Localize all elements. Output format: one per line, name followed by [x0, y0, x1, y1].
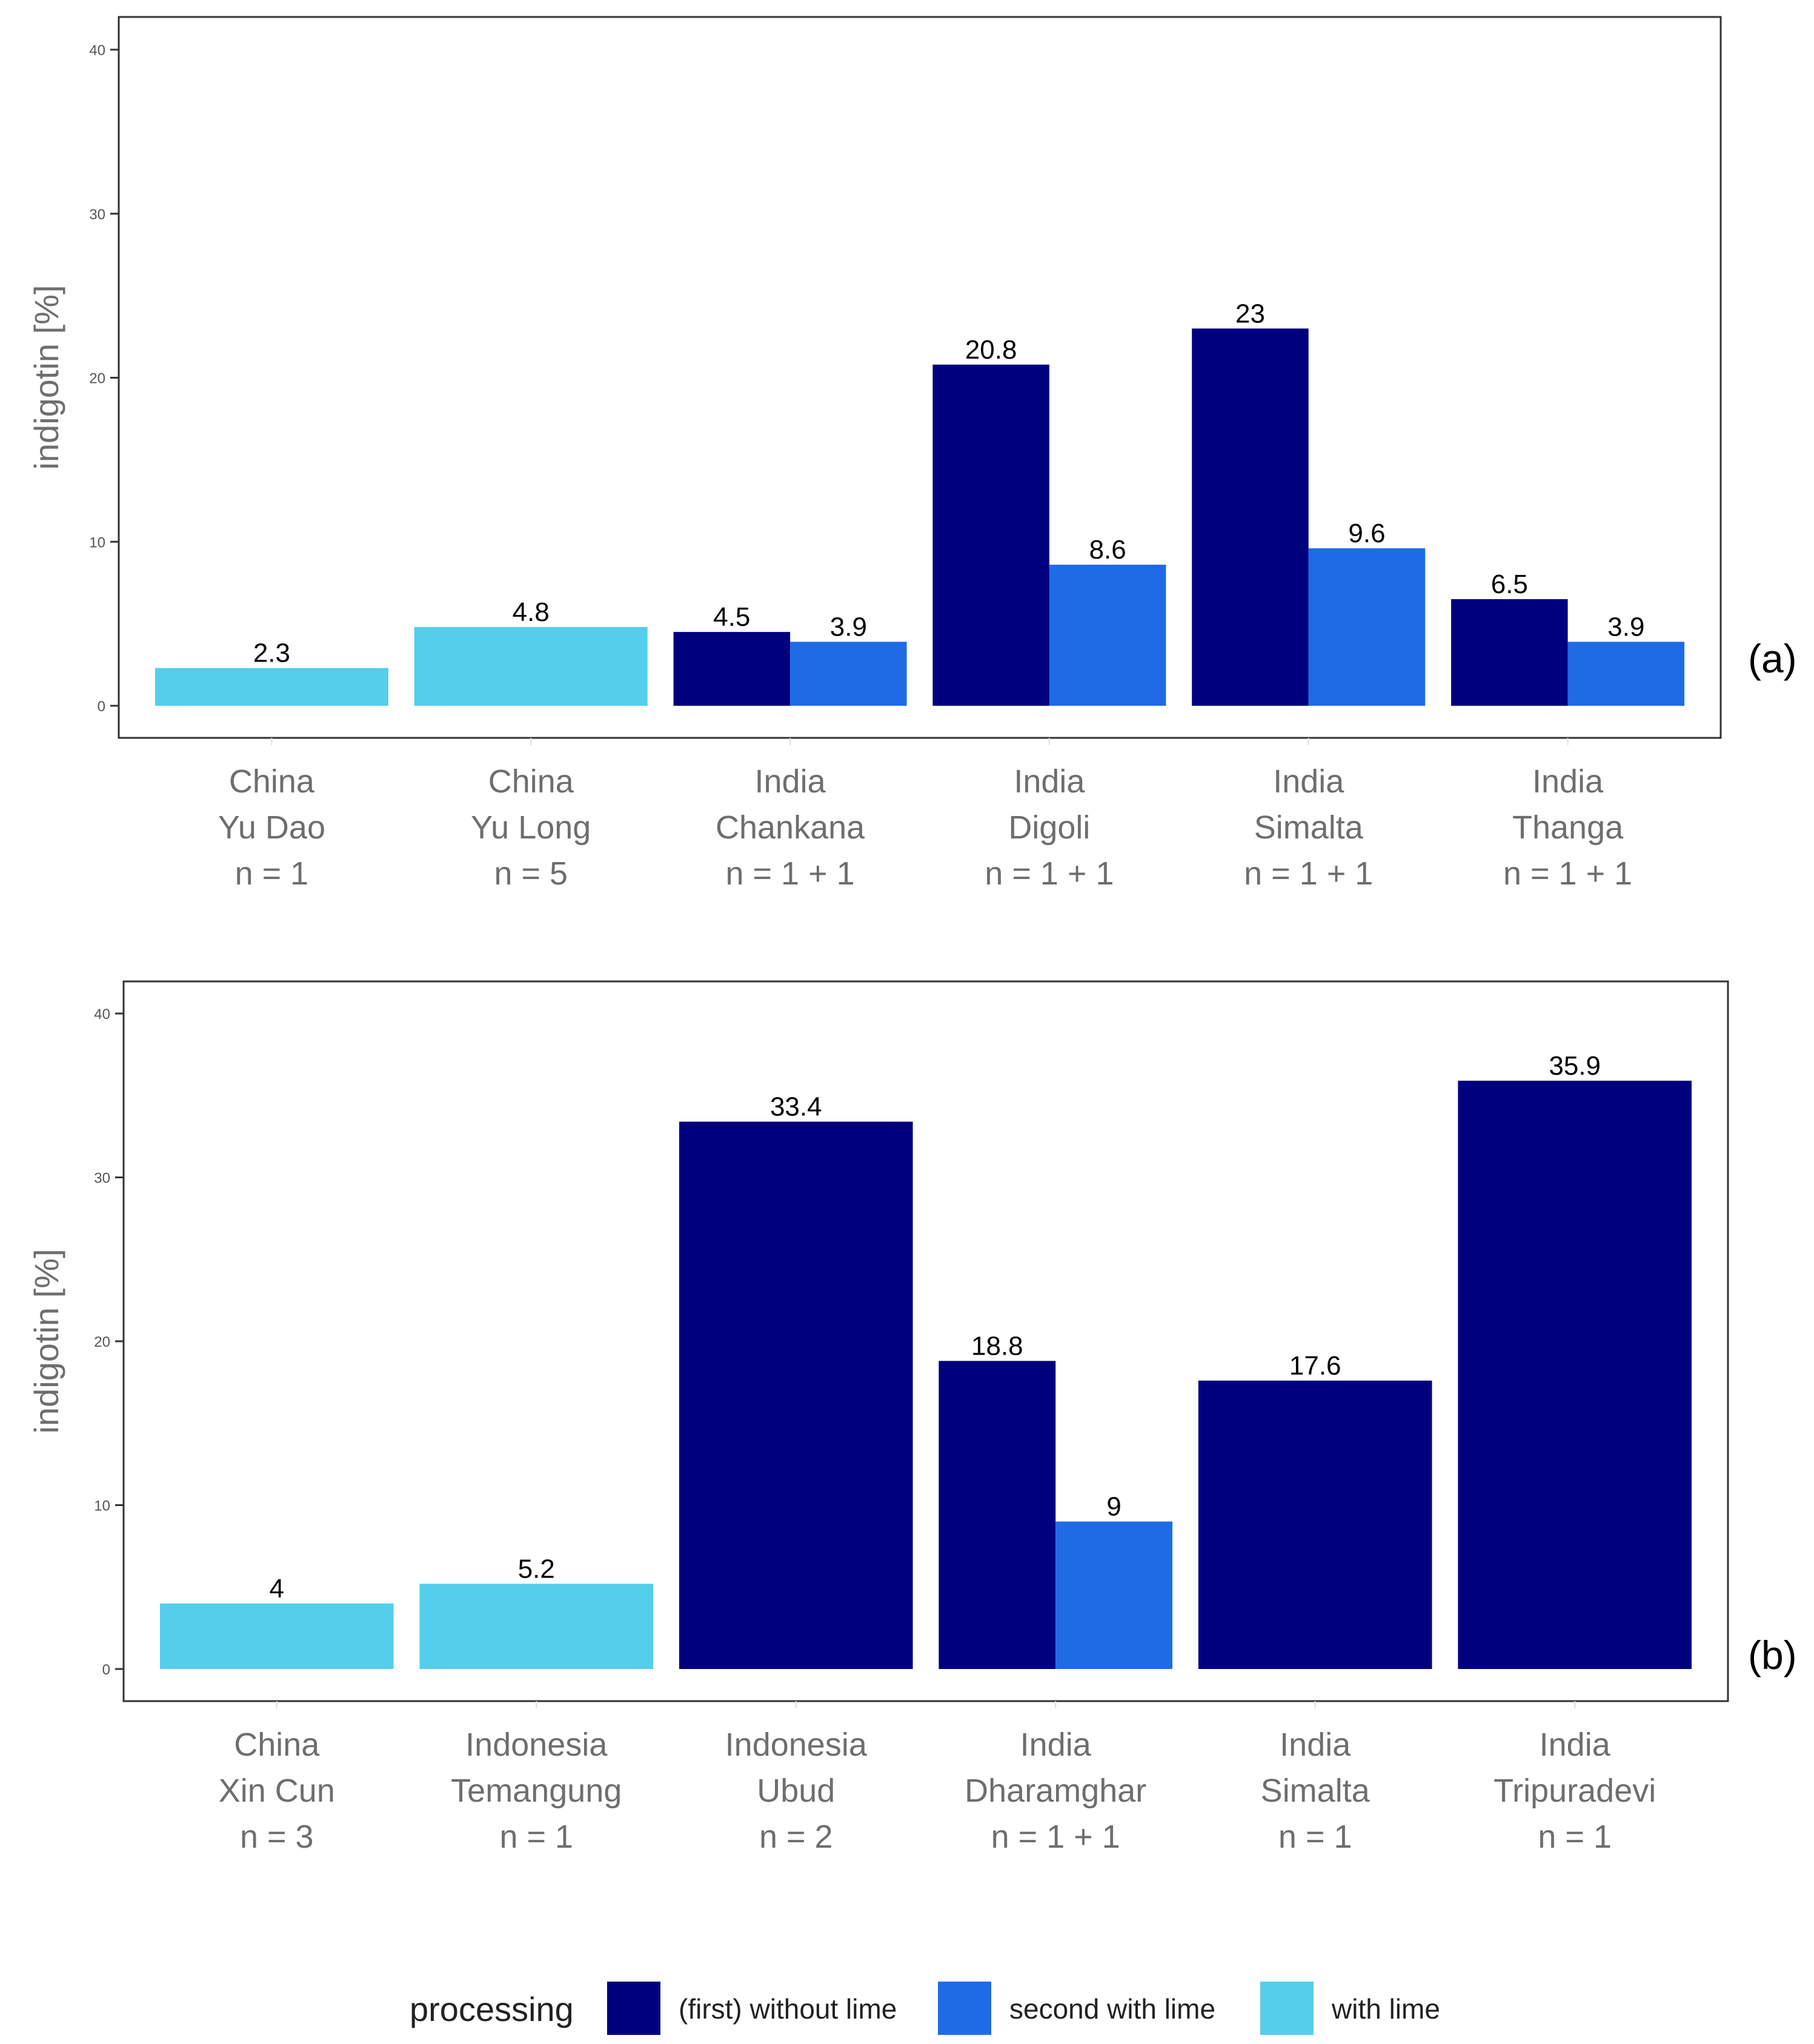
bar-without [939, 1361, 1056, 1669]
bar-value-label: 5.2 [518, 1554, 555, 1584]
bar-second [790, 642, 907, 706]
x-category-label: Temangung [451, 1773, 622, 1809]
bar-value-label: 9.6 [1348, 519, 1385, 548]
bar-value-label: 20.8 [965, 335, 1017, 365]
bar-value-label: 2.3 [253, 639, 290, 668]
bar-second [1049, 565, 1166, 706]
x-category-label: n = 1 + 1 [1244, 855, 1373, 892]
bar-second [1567, 642, 1685, 706]
x-category-label: n = 1 [1538, 1819, 1612, 1855]
bar-value-label: 4.5 [713, 602, 750, 632]
y-tick-label: 40 [94, 1006, 110, 1023]
x-category-label: n = 1 + 1 [1503, 855, 1632, 892]
legend-label-second: second with lime [1009, 1993, 1215, 2025]
bar-value-label: 4 [270, 1574, 284, 1604]
y-tick-label: 0 [102, 1662, 110, 1678]
bar-value-label: 8.6 [1089, 535, 1126, 565]
bar-value-label: 35.9 [1549, 1051, 1601, 1081]
bar-with [159, 1603, 394, 1669]
bar-value-label: 17.6 [1289, 1351, 1341, 1381]
x-category-label: India [1532, 763, 1604, 800]
x-category-label: n = 1 [499, 1819, 573, 1855]
x-category-label: n = 1 + 1 [725, 855, 854, 892]
chart-panel-a: 0 10 20 30 40 indigotin [%] (a) 2.3 China Yu Dao n… [27, 16, 1797, 892]
y-tick-label: 20 [94, 1334, 110, 1350]
bar-value-label: 4.8 [513, 597, 550, 627]
x-category-label: India [755, 763, 826, 800]
x-category-label: n = 3 [240, 1819, 314, 1855]
panel-tag: (a) [1748, 636, 1797, 681]
x-category-label: India [1280, 1727, 1351, 1763]
x-category-label: Thanga [1512, 809, 1624, 846]
x-category-label: Yu Dao [218, 809, 325, 846]
y-axis-label: indigotin [%] [27, 285, 65, 470]
bar-second [1308, 548, 1426, 706]
bar-value-label: 33.4 [770, 1092, 822, 1122]
y-tick-label: 10 [94, 1498, 110, 1515]
bar-with [414, 627, 648, 706]
x-category-label: Xin Cun [219, 1773, 335, 1809]
bar-value-label: 9 [1106, 1492, 1121, 1522]
x-category-label: Ubud [757, 1773, 835, 1809]
bar-without [1192, 328, 1309, 706]
x-category-label: n = 1 + 1 [991, 1819, 1120, 1855]
y-tick-label: 0 [98, 698, 105, 715]
y-tick-label: 30 [94, 1170, 110, 1187]
x-category-label: n = 5 [494, 855, 568, 892]
x-category-label: n = 1 [1278, 1819, 1352, 1855]
bar-without [1198, 1380, 1432, 1669]
legend-swatch-without [607, 1982, 660, 2035]
y-tick-label: 40 [89, 42, 105, 59]
chart-panel-b: 0 10 20 30 40 indigotin [%] (b) 4 China Xin Cun n … [27, 980, 1797, 1855]
legend-label-with: with lime [1331, 1993, 1440, 2025]
bar-without [679, 1121, 913, 1669]
x-category-label: India [1273, 763, 1344, 800]
bar-without [673, 632, 791, 706]
bar-second [1055, 1521, 1173, 1669]
x-category-label: China [229, 763, 315, 800]
x-category-label: India [1014, 763, 1085, 800]
x-category-label: Indonesia [465, 1727, 608, 1763]
x-category-label: China [234, 1727, 320, 1763]
legend-title: processing [410, 1990, 574, 2028]
bar-without [1458, 1080, 1692, 1669]
x-category-label: Chankana [716, 809, 865, 846]
legend-swatch-second [938, 1982, 991, 2035]
bar-with [154, 668, 388, 706]
x-category-label: Yu Long [471, 809, 591, 846]
bar-value-label: 3.9 [1607, 612, 1644, 642]
x-category-label: n = 1 + 1 [985, 855, 1114, 892]
x-category-label: Dharamghar [965, 1773, 1146, 1809]
y-tick-label: 10 [89, 534, 105, 551]
panel-tag: (b) [1748, 1633, 1797, 1677]
x-category-label: China [488, 763, 574, 800]
x-category-label: n = 1 [235, 855, 309, 892]
x-category-label: Simalta [1261, 1773, 1370, 1809]
bar-without [1451, 599, 1568, 706]
bar-value-label: 18.8 [971, 1331, 1023, 1361]
y-tick-label: 20 [89, 371, 105, 387]
x-category-label: n = 2 [759, 1819, 833, 1855]
x-category-label: Indonesia [725, 1727, 868, 1763]
x-category-label: India [1020, 1727, 1092, 1763]
x-category-label: Digoli [1008, 809, 1090, 846]
x-category-label: India [1540, 1727, 1611, 1763]
legend: processing (first) without lime second wit… [410, 1982, 1440, 2035]
y-axis-label: indigotin [%] [27, 1249, 65, 1433]
x-category-label: Tripuradevi [1493, 1773, 1656, 1809]
y-tick-label: 30 [89, 207, 105, 223]
legend-label-without: (first) without lime [679, 1993, 897, 2025]
bar-without [932, 364, 1049, 706]
x-category-label: Simalta [1254, 809, 1364, 846]
bar-value-label: 23 [1235, 299, 1265, 328]
bar-with [419, 1584, 654, 1669]
legend-swatch-with [1260, 1982, 1314, 2035]
bar-value-label: 6.5 [1491, 569, 1528, 599]
bar-value-label: 3.9 [830, 612, 867, 642]
